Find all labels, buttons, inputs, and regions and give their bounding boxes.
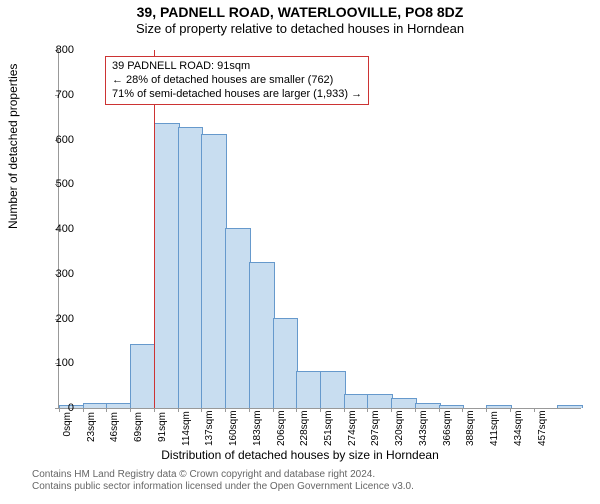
xtick-mark — [367, 408, 368, 412]
xtick-mark — [534, 408, 535, 412]
xtick-label: 0sqm — [62, 412, 73, 446]
footer-line-1: Contains HM Land Registry data © Crown c… — [32, 469, 414, 481]
xtick-label: 183sqm — [252, 412, 263, 446]
xtick-label: 343sqm — [418, 412, 429, 446]
xtick-label: 320sqm — [394, 412, 405, 446]
ytick-label: 100 — [56, 357, 74, 369]
xtick-label: 228sqm — [299, 412, 310, 446]
bar — [130, 344, 156, 408]
xtick-label: 297sqm — [370, 412, 381, 446]
xtick-mark — [249, 408, 250, 412]
bar — [201, 134, 227, 408]
x-axis-label: Distribution of detached houses by size … — [0, 448, 600, 462]
bar — [320, 371, 346, 408]
bar — [106, 403, 132, 408]
chart-title-address: 39, PADNELL ROAD, WATERLOOVILLE, PO8 8DZ — [0, 4, 600, 20]
bar — [391, 398, 417, 408]
ytick-label: 700 — [56, 89, 74, 101]
xtick-mark — [106, 408, 107, 412]
annotation-line: ← 28% of detached houses are smaller (76… — [112, 74, 362, 88]
xtick-mark — [83, 408, 84, 412]
ytick-label: 800 — [56, 44, 74, 56]
xtick-mark — [344, 408, 345, 412]
xtick-mark — [225, 408, 226, 412]
xtick-mark — [486, 408, 487, 412]
xtick-label: 137sqm — [204, 412, 215, 446]
ytick-label: 400 — [56, 223, 74, 235]
xtick-label: 69sqm — [133, 412, 144, 446]
xtick-label: 411sqm — [489, 412, 500, 446]
bar — [249, 262, 275, 408]
footer-attribution: Contains HM Land Registry data © Crown c… — [32, 469, 414, 493]
annotation-line: 39 PADNELL ROAD: 91sqm — [112, 60, 362, 74]
bar — [486, 405, 512, 408]
xtick-mark — [391, 408, 392, 412]
xtick-label: 457sqm — [537, 412, 548, 446]
bar — [296, 371, 322, 408]
xtick-mark — [462, 408, 463, 412]
bar — [178, 127, 204, 408]
xtick-label: 46sqm — [109, 412, 120, 446]
xtick-mark — [130, 408, 131, 412]
chart-plot-area: 39 PADNELL ROAD: 91sqm← 28% of detached … — [58, 50, 581, 409]
ytick-label: 200 — [56, 313, 74, 325]
bar — [344, 394, 370, 408]
xtick-label: 160sqm — [228, 412, 239, 446]
bar — [154, 123, 180, 408]
xtick-label: 206sqm — [276, 412, 287, 446]
xtick-mark — [178, 408, 179, 412]
bar — [367, 394, 393, 408]
bar — [557, 405, 583, 408]
y-axis-label: Number of detached properties — [6, 64, 20, 229]
xtick-label: 91sqm — [157, 412, 168, 446]
ytick-label: 500 — [56, 178, 74, 190]
xtick-label: 114sqm — [181, 412, 192, 446]
xtick-label: 388sqm — [465, 412, 476, 446]
xtick-label: 434sqm — [513, 412, 524, 446]
footer-line-2: Contains public sector information licen… — [32, 481, 414, 493]
bar — [225, 228, 251, 408]
xtick-mark — [510, 408, 511, 412]
annotation-box: 39 PADNELL ROAD: 91sqm← 28% of detached … — [105, 56, 369, 105]
xtick-mark — [439, 408, 440, 412]
xtick-label: 23sqm — [86, 412, 97, 446]
xtick-mark — [296, 408, 297, 412]
xtick-mark — [415, 408, 416, 412]
xtick-mark — [273, 408, 274, 412]
bar — [439, 405, 465, 408]
xtick-mark — [320, 408, 321, 412]
bar — [415, 403, 441, 408]
xtick-mark — [154, 408, 155, 412]
ytick-label: 300 — [56, 268, 74, 280]
xtick-label: 366sqm — [442, 412, 453, 446]
xtick-label: 274sqm — [347, 412, 358, 446]
chart-subtitle: Size of property relative to detached ho… — [0, 21, 600, 36]
xtick-mark — [201, 408, 202, 412]
xtick-label: 251sqm — [323, 412, 334, 446]
bar — [83, 403, 109, 408]
bar — [273, 318, 299, 409]
xtick-mark — [59, 408, 60, 412]
ytick-label: 600 — [56, 134, 74, 146]
annotation-line: 71% of semi-detached houses are larger (… — [112, 88, 362, 102]
